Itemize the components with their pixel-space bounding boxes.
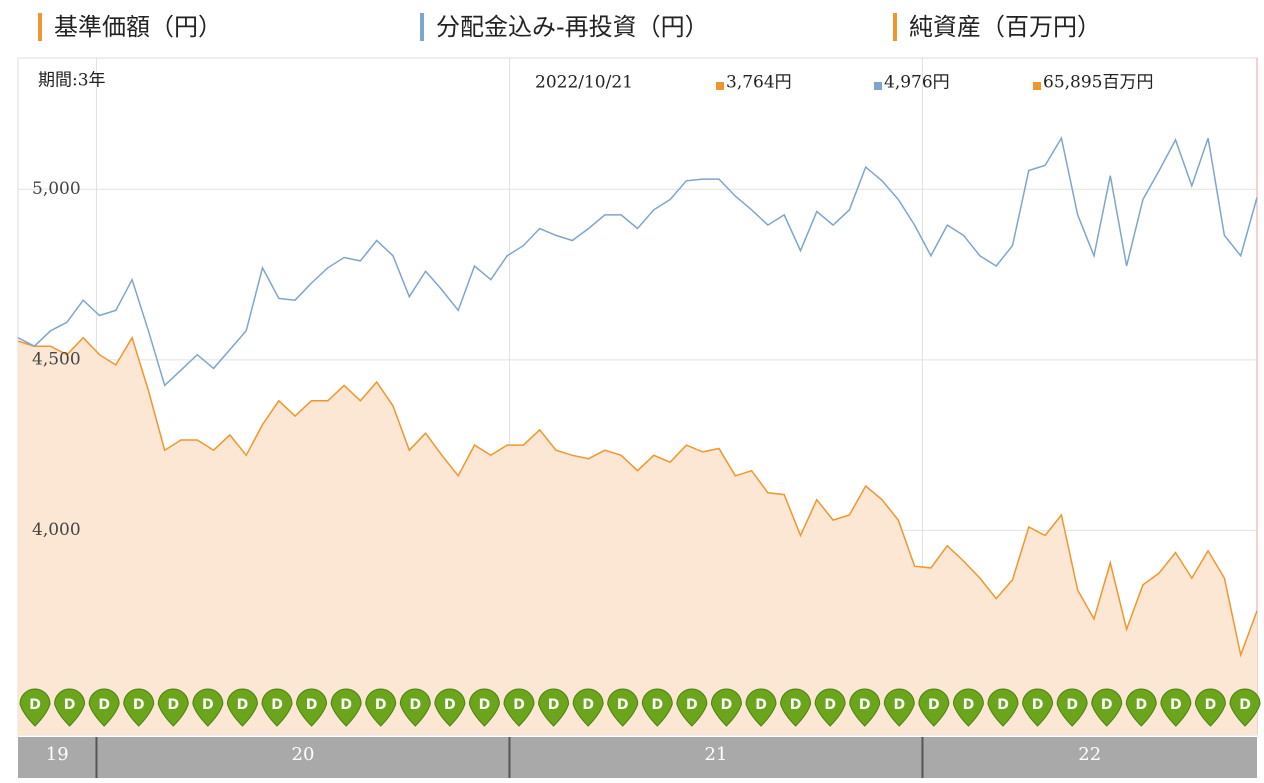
dividend-pin — [538, 688, 570, 727]
latest-value: 4,976円 — [884, 73, 950, 93]
dividend-pin — [468, 688, 500, 727]
y-tick-label: 5,000 — [32, 179, 81, 199]
dividend-label: D — [755, 697, 767, 713]
dividend-pin — [1091, 688, 1123, 727]
legend-swatch — [893, 13, 897, 41]
dividend-pin — [780, 688, 812, 727]
dividend-label: D — [444, 697, 456, 713]
dividend-pin — [123, 688, 155, 727]
dividend-pin — [710, 688, 742, 727]
dividend-label: D — [513, 697, 525, 713]
dividend-pin — [399, 688, 431, 727]
latest-swatch — [716, 82, 724, 90]
dividend-label: D — [409, 697, 421, 713]
dividend-label: D — [133, 697, 145, 713]
dividend-label: D — [997, 697, 1009, 713]
dividend-pin — [1229, 688, 1261, 727]
dividend-label: D — [686, 697, 698, 713]
dividend-pin — [1125, 688, 1157, 727]
x-tick-label: 19 — [46, 744, 69, 765]
date-label: 2022/10/21 — [535, 73, 633, 93]
area — [18, 337, 1257, 735]
latest-swatch — [874, 82, 882, 90]
legend-swatch — [420, 13, 424, 41]
dividend-pin — [1056, 688, 1088, 727]
dividend-pin — [745, 688, 777, 727]
legend-label: 純資産（百万円） — [909, 13, 1101, 41]
dividend-label: D — [29, 697, 41, 713]
dividend-label: D — [1101, 697, 1113, 713]
dividend-pin — [987, 688, 1019, 727]
dividend-pin — [296, 688, 328, 727]
dividend-pin — [1194, 688, 1226, 727]
dividend-pin — [261, 688, 293, 727]
x-axis-band — [18, 737, 1257, 778]
x-tick-label: 21 — [705, 744, 728, 765]
dividend-pin — [88, 688, 120, 727]
dividend-label: D — [1135, 697, 1147, 713]
x-tick-label: 20 — [292, 744, 315, 765]
y-tick-label: 4,000 — [32, 520, 81, 540]
dividend-label: D — [340, 697, 352, 713]
dividend-pin — [157, 688, 189, 727]
dividend-label: D — [1066, 697, 1078, 713]
dividend-pin — [849, 688, 881, 727]
dividend-label: D — [271, 697, 283, 713]
latest-value: 65,895百万円 — [1043, 73, 1153, 93]
dividend-pin — [226, 688, 258, 727]
line — [17, 136, 1258, 387]
x-tick-label: 22 — [1078, 744, 1101, 765]
dividend-label: D — [893, 697, 905, 713]
dividend-label: D — [64, 697, 76, 713]
dividend-label: D — [237, 697, 249, 713]
dividend-pin — [676, 688, 708, 727]
dividend-label: D — [1032, 697, 1044, 713]
dividend-label: D — [1205, 697, 1217, 713]
dividend-pin — [952, 688, 984, 727]
dividend-pin — [434, 688, 466, 727]
dividend-label: D — [479, 697, 491, 713]
legend-swatch — [38, 13, 42, 41]
legend-label: 基準価額（円） — [54, 13, 222, 41]
dividend-label: D — [306, 697, 318, 713]
dividend-label: D — [1170, 697, 1182, 713]
dividend-label: D — [721, 697, 733, 713]
dividend-label: D — [790, 697, 802, 713]
dividend-pin — [192, 688, 224, 727]
dividend-label: D — [167, 697, 179, 713]
period-label: 期間:3年 — [38, 71, 106, 91]
dividend-pin — [814, 688, 846, 727]
dividend-pin — [19, 688, 51, 727]
dividend-pin — [1022, 688, 1054, 727]
dividend-label: D — [1239, 697, 1251, 713]
dividend-pin — [572, 688, 604, 727]
dividend-label: D — [963, 697, 975, 713]
line — [17, 335, 1258, 658]
dividend-label: D — [617, 697, 629, 713]
dividend-pin — [641, 688, 673, 727]
legend-label: 分配金込み-再投資（円） — [436, 13, 709, 41]
dividend-pin — [330, 688, 362, 727]
dividend-label: D — [548, 697, 560, 713]
dividend-pin — [365, 688, 397, 727]
dividend-label: D — [651, 697, 663, 713]
dividend-label: D — [202, 697, 214, 713]
y-tick-label: 4,500 — [32, 349, 81, 369]
dividend-pin — [883, 688, 915, 727]
latest-swatch — [1033, 82, 1041, 90]
dividend-label: D — [928, 697, 940, 713]
dividend-label: D — [582, 697, 594, 713]
dividend-pin — [918, 688, 950, 727]
dividend-pin — [503, 688, 535, 727]
dividend-label: D — [98, 697, 110, 713]
latest-value: 3,764円 — [726, 73, 792, 93]
dividend-label: D — [375, 697, 387, 713]
dividend-pin — [607, 688, 639, 727]
dividend-label: D — [859, 697, 871, 713]
dividend-label: D — [824, 697, 836, 713]
dividend-pin — [54, 688, 86, 727]
dividend-pin — [1160, 688, 1192, 727]
